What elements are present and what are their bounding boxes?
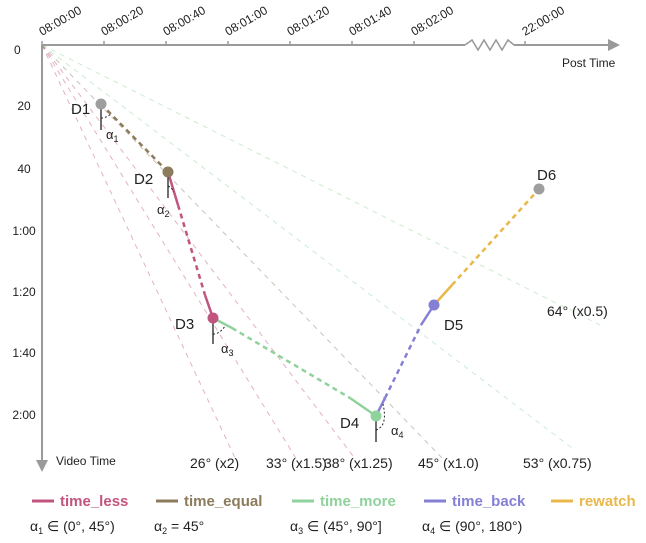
ray-label: 26° (x2) [190,455,239,471]
nodes: D1 D2 D3 D4 D5 D6 [71,98,556,432]
segment-d1-d2 [100,103,169,173]
x-tick-label: 08:01:40 [347,3,395,39]
guide-ray [41,44,237,461]
x-axis-arrow-icon [608,39,620,51]
legend-range: α3 ∈ (45°, 90°] [290,518,382,536]
node-d5 [428,299,440,311]
legend-label: time_less [60,493,128,510]
axis-break-icon [464,38,515,52]
legend-range: α1 ∈ (0°, 45°) [30,518,115,536]
guide-ray [41,44,601,326]
x-tick-label: 08:01:20 [285,3,333,39]
ray-label: 53° (x0.75) [523,455,592,471]
x-axis-ticks: 08:00:00 08:00:20 08:00:40 08:01:00 08:01:20… [37,3,568,45]
node-label-d5: D5 [444,317,463,334]
ray-label: 64° (x0.5) [547,303,608,319]
angle-labels: α1 α2 α3 α4 [106,127,404,440]
y-tick-label: 1:20 [12,285,36,299]
legend-label: rewatch [579,493,636,510]
axes: 08:00:00 08:00:20 08:00:40 08:01:00 08:01:20… [12,3,620,472]
ray-label: 45° (x1.0) [418,455,479,471]
segment-d4-d5-dashed [383,324,423,399]
ray-labels: 26° (x2) 33° (x1.5)38° (x1.25) 45° (x1.0) 5… [190,303,608,471]
legend: time_less α1 ∈ (0°, 45°) time_equal α2 = 45… [30,493,636,536]
node-d1 [95,98,107,110]
node-d3 [207,312,219,324]
segment-d2-d3-solid [166,171,180,206]
y-tick-label: 20 [17,99,31,113]
y-tick-label: 1:00 [12,224,36,238]
segment-d5-d6-dashed [451,188,540,286]
legend-label: time_equal [184,493,262,510]
x-tick-label: 08:00:40 [161,3,209,39]
y-tick-label: 0 [14,43,21,57]
angle-label-2: α2 [157,202,170,219]
legend-label: time_more [320,493,396,510]
x-tick-label: 08:02:00 [409,3,457,39]
guide-ray [41,44,573,449]
node-label-d4: D4 [340,415,359,432]
guide-ray [41,44,357,461]
node-label-d1: D1 [71,101,90,118]
angle-marker-3-arc [212,325,226,335]
node-label-d6: D6 [537,167,556,184]
angle-label-4: α4 [391,423,404,440]
legend-range: α4 ∈ (90°, 180°) [422,518,522,536]
legend-label: time_back [452,493,526,510]
angle-label-1: α1 [106,127,119,144]
angle-marker-4-arc [375,403,385,431]
x-tick-label: 08:00:20 [99,3,147,39]
x-tick-label: 08:01:00 [223,3,271,39]
x-tick-label: 22:00:00 [520,3,568,39]
ray-label: 38° (x1.25) [324,455,393,471]
guide-ray [41,44,298,461]
angle-marker-1-arc [100,113,112,119]
x-axis-title: Post Time [562,56,616,70]
node-label-d2: D2 [134,171,153,188]
angle-markers [100,104,385,442]
y-tick-label: 1:40 [12,346,36,360]
node-d6 [533,183,545,195]
y-tick-label: 40 [17,162,31,176]
y-axis-ticks: 0 20 40 1:00 1:20 1:40 2:00 [12,43,36,422]
x-tick-label: 08:00:00 [37,3,85,39]
node-d4 [370,410,382,422]
segment-d3-d4-dashed [231,326,351,400]
y-axis-title: Video Time [56,454,116,468]
legend-range: α2 = 45° [154,518,204,536]
node-label-d3: D3 [175,316,194,333]
ray-label: 33° (x1.5) [266,455,327,471]
comment-path [100,103,540,418]
y-axis-arrow-icon [36,460,48,472]
y-tick-label: 2:00 [12,408,36,422]
angle-guide-rays [41,44,601,461]
angle-marker-2-arc [167,185,175,193]
segment-d2-d3-dashed [176,204,207,296]
angle-label-3: α3 [221,341,234,358]
guide-ray [41,44,445,461]
node-d2 [162,166,174,178]
